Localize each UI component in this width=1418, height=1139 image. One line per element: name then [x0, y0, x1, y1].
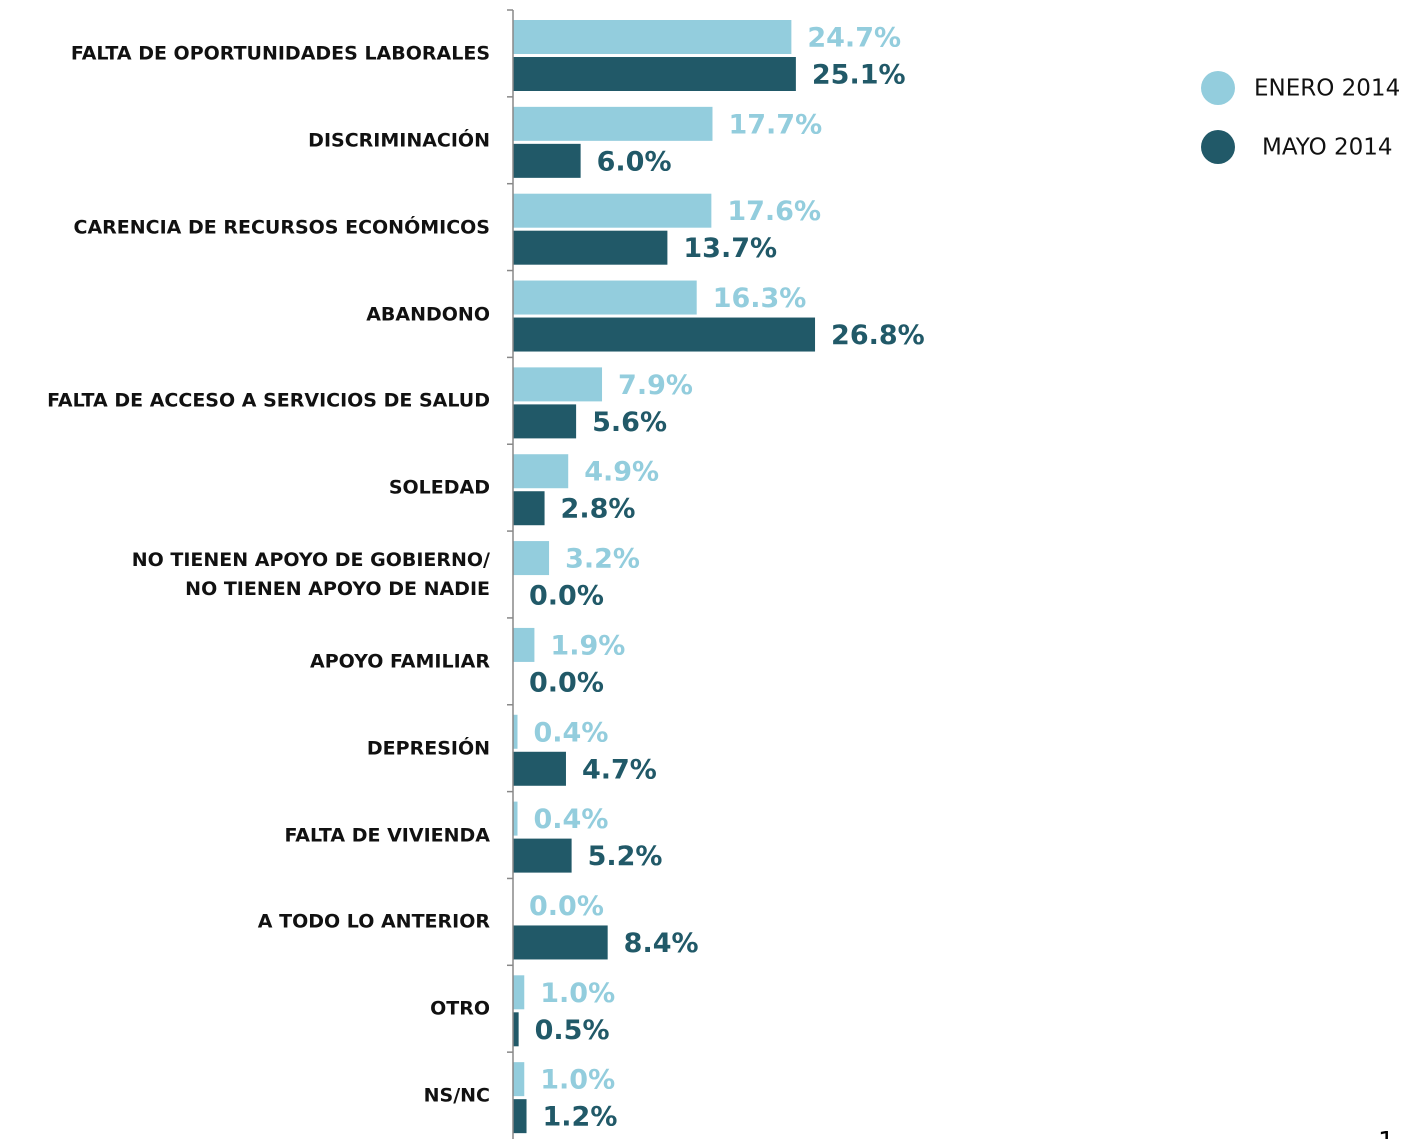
bar [513, 1099, 527, 1134]
value-label: 17.7% [728, 109, 822, 140]
value-label: 5.2% [588, 841, 663, 872]
value-label: 3.2% [565, 544, 640, 575]
value-label: 26.8% [831, 320, 925, 351]
bar [513, 367, 603, 402]
bar [513, 714, 518, 749]
category-label: A TODO LO ANTERIOR [257, 910, 490, 933]
category-label: DEPRESIÓN [366, 737, 490, 760]
bar [513, 541, 550, 576]
value-label: 0.5% [535, 1015, 610, 1046]
category-label: SOLEDAD [388, 476, 490, 499]
legend-swatch [1201, 71, 1235, 105]
value-label: 24.7% [807, 23, 901, 54]
category-label: APOYO FAMILIAR [310, 650, 490, 673]
bar [513, 57, 796, 91]
value-label: 4.7% [582, 754, 657, 785]
bar [513, 193, 712, 228]
value-label: 0.0% [529, 581, 604, 612]
bar [513, 404, 577, 439]
bar [513, 454, 569, 489]
category-label: CARENCIA DE RECURSOS ECONÓMICOS [73, 216, 491, 239]
value-label: 13.7% [683, 233, 777, 264]
value-label: 0.0% [529, 667, 604, 698]
category-label: OTRO [430, 997, 490, 1020]
bar [513, 106, 713, 141]
category-label: FALTA DE OPORTUNIDADES LABORALES [70, 42, 490, 65]
legend-label: MAYO 2014 [1262, 135, 1393, 161]
value-label: 1.0% [540, 978, 615, 1009]
bar [513, 20, 792, 54]
value-label: 4.9% [584, 457, 659, 488]
value-label: 2.8% [561, 494, 636, 525]
value-label: 5.6% [592, 407, 667, 438]
value-label: 25.1% [812, 60, 906, 91]
bar [513, 975, 525, 1010]
bar [513, 627, 535, 662]
bar [513, 1062, 525, 1097]
value-label: 7.9% [618, 370, 693, 401]
bar [513, 230, 668, 265]
bar [513, 143, 581, 178]
bar [513, 317, 816, 352]
category-label: NO TIENEN APOYO DE GOBIERNO/ NO TIENEN A… [131, 549, 490, 601]
value-label: 0.4% [534, 717, 609, 748]
bar [513, 801, 518, 836]
page-number: 1 [1378, 1127, 1395, 1139]
category-label: NS/NC [423, 1084, 490, 1107]
category-label: DISCRIMINACIÓN [308, 129, 490, 152]
category-label: ABANDONO [366, 303, 490, 326]
bar [513, 838, 572, 873]
bar [513, 1012, 519, 1047]
value-label: 0.4% [534, 804, 609, 835]
bar [513, 925, 608, 960]
value-label: 8.4% [624, 928, 699, 959]
category-label: FALTA DE ACCESO A SERVICIOS DE SALUD [47, 389, 490, 412]
value-label: 1.0% [540, 1065, 615, 1096]
value-label: 6.0% [597, 146, 672, 177]
bar [513, 280, 697, 315]
value-label: 16.3% [713, 283, 807, 314]
value-label: 0.0% [529, 891, 604, 922]
legend-label: ENERO 2014 [1254, 76, 1400, 102]
value-label: 1.9% [550, 630, 625, 661]
category-label: FALTA DE VIVIENDA [284, 824, 490, 847]
bar [513, 491, 545, 526]
value-label: 17.6% [727, 196, 821, 227]
legend-swatch [1201, 130, 1235, 164]
bar [513, 751, 566, 786]
value-label: 1.2% [543, 1102, 618, 1133]
